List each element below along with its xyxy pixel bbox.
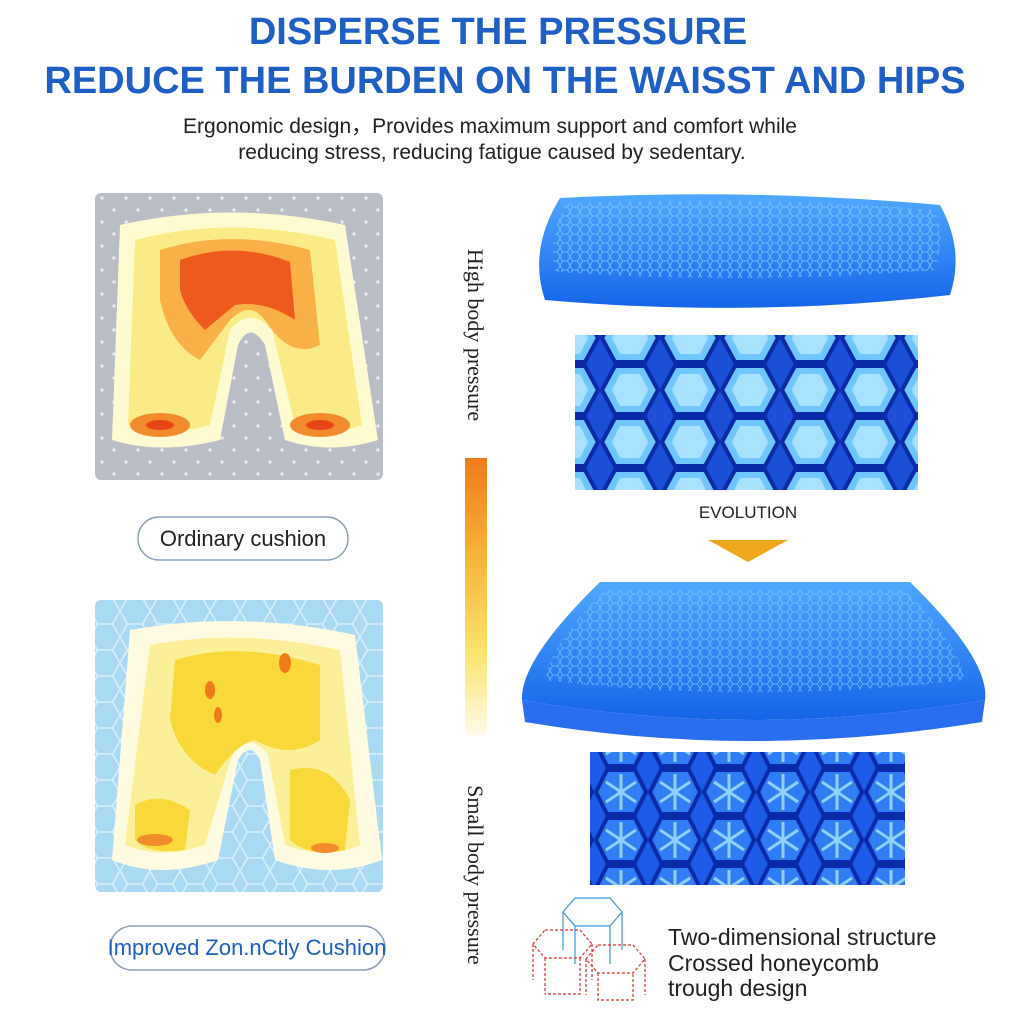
title-line1: DISPERSE THE PRESSURE [249,11,747,53]
improved-heatmap [95,600,383,892]
improved-label: Improved Zon.nCtly Cushion [108,935,387,960]
low-pressure-label: Small body pressure [463,785,488,965]
improved-label-pill [109,925,386,971]
feature-line: trough design [668,975,807,1001]
cushion-new [521,582,986,741]
ordinary-label: Ordinary cushion [160,526,326,551]
evolution-arrow [708,540,788,562]
evolution-label: EVOLUTION [699,503,797,522]
honeycomb-new [590,752,905,885]
high-pressure-label: High body pressure [463,249,488,421]
feature-line: Crossed honeycomb [668,950,879,976]
pressure-scale-bar [465,458,487,735]
cushion-old [539,194,956,308]
title-line2: REDUCE THE BURDEN ON THE WAISST AND HIPS [44,60,965,102]
structure-icon [532,897,646,1001]
ordinary-heatmap [95,193,383,480]
honeycomb-old [575,335,918,490]
subtitle-line2: reducing stress, reducing fatigue caused… [238,141,745,164]
feature-line: Two-dimensional structure [668,924,936,950]
subtitle-line1: Ergonomic design，Provides maximum suppor… [183,115,797,138]
ordinary-label-pill [137,516,349,561]
